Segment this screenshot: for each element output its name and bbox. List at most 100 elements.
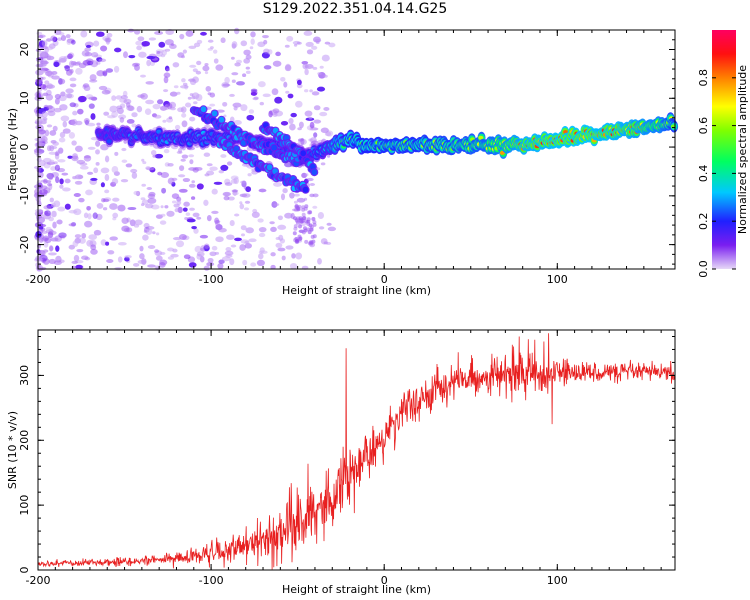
spectrogram-cell <box>172 237 182 241</box>
spectrogram-cell <box>240 40 248 47</box>
spectrogram-cell <box>100 239 107 246</box>
spectrogram-cell <box>134 64 140 71</box>
spectrogram-cell <box>182 177 191 183</box>
spectrogram-cell <box>102 70 108 76</box>
spectrogram-cell <box>192 212 200 218</box>
spectrogram-cell <box>188 167 197 171</box>
spectrogram-cell <box>192 68 198 73</box>
spectrogram-cell <box>85 189 93 196</box>
spectrogram-cell <box>46 83 53 89</box>
spectrogram-cell <box>275 242 283 248</box>
spectrogram-cell <box>112 197 120 202</box>
spectrogram-cell <box>202 65 210 72</box>
spectrogram-cell <box>290 112 297 118</box>
spectrogram-cell <box>321 54 330 62</box>
spectrogram-cell <box>117 256 123 263</box>
spectrogram-cell <box>324 131 332 137</box>
spectrogram-cell <box>136 105 143 113</box>
spectrogram-cell <box>42 235 50 241</box>
spectrogram-cell <box>181 55 185 59</box>
spectrogram-cell <box>127 105 135 112</box>
spectrogram-cell <box>311 169 318 176</box>
spectrogram-cell <box>245 186 252 193</box>
spectrogram-cell <box>245 66 250 70</box>
spectrogram-cell <box>81 233 87 239</box>
y-tick-label: 0 <box>18 567 31 574</box>
spectrogram-cell <box>213 58 219 64</box>
spectrogram-cell <box>315 41 320 44</box>
spectrogram-cell <box>312 220 317 225</box>
spectrogram-cell <box>199 247 205 251</box>
spectrogram-cell <box>301 230 306 235</box>
spectrogram-cell <box>140 203 145 207</box>
spectrogram-cell <box>154 31 164 35</box>
spectrogram-cell <box>88 96 97 101</box>
spectrogram-cell <box>114 47 122 53</box>
spectrogram-cell <box>54 93 62 100</box>
spectrogram-cell <box>47 231 54 239</box>
spectrogram-cell <box>102 207 108 211</box>
spectrogram-cell <box>70 39 76 45</box>
colorbar-tick-label: 0.4 <box>697 165 710 183</box>
spectrogram-cell <box>160 205 164 209</box>
spectrogram-cell <box>244 243 252 249</box>
spectrogram-cell <box>230 244 237 248</box>
spectrogram-cell <box>55 255 62 263</box>
spectrogram-cell <box>146 59 151 67</box>
spectrogram-cell <box>249 46 254 50</box>
colorbar-tick-label: 0.8 <box>697 69 710 87</box>
spectrogram-cell <box>258 188 267 193</box>
spectrogram-cell <box>275 51 281 57</box>
spectrogram-cell <box>95 140 101 147</box>
spectrogram-cell <box>75 264 83 270</box>
spectrogram-cell <box>287 93 294 99</box>
spectrogram-cell <box>167 247 175 252</box>
spectrogram-cell <box>207 47 213 51</box>
snr-series-line <box>38 333 675 570</box>
spectrogram-cell <box>83 85 91 92</box>
spectrogram-cell <box>240 225 247 231</box>
spectrogram-cell <box>43 205 52 210</box>
spectrogram-cell <box>49 130 57 136</box>
spectrogram-cell <box>229 220 235 227</box>
spectrogram-cell <box>270 252 276 257</box>
spectrogram-cell <box>76 61 81 65</box>
spectrogram-cell <box>171 177 178 181</box>
spectrogram-cell <box>163 76 169 84</box>
spectrogram-cell <box>95 31 105 37</box>
spectrogram-cell <box>311 45 318 50</box>
spectrogram-cell <box>231 189 239 193</box>
spectrogram-cell <box>45 226 52 232</box>
spectrogram-cell <box>243 49 251 56</box>
spectrogram-cell <box>120 95 128 100</box>
spectrogram-cell <box>125 163 133 168</box>
spectrogram-cell <box>174 208 180 213</box>
spectrogram-cell <box>204 63 209 66</box>
spectrogram-cell <box>69 102 77 108</box>
spectrogram-cell <box>87 213 92 220</box>
spectrogram-cell <box>71 140 77 146</box>
spectrogram-cell <box>204 173 210 177</box>
spectrogram-cell <box>123 51 128 59</box>
spectrogram-cell <box>121 147 127 152</box>
spectrogram-cell <box>323 107 330 111</box>
spectrogram-cell <box>71 155 79 162</box>
spectrogram-cell <box>250 31 256 38</box>
spectrogram-cell <box>93 40 100 47</box>
spectrogram-cell <box>305 173 309 177</box>
spectrogram-cell <box>193 228 199 234</box>
spectrogram-cell <box>303 197 308 201</box>
spectrogram-cell <box>206 214 212 222</box>
spectrogram-cell <box>308 116 313 120</box>
spectrogram-cell <box>69 83 77 88</box>
spectrogram-cell <box>298 216 303 221</box>
spectrogram-cell <box>224 76 230 84</box>
spectrogram-cell <box>130 168 138 173</box>
spectrogram-cell <box>207 92 212 96</box>
spectrogram-cell <box>243 58 251 64</box>
spectrogram-cell <box>194 245 202 253</box>
spectrogram-cell <box>233 106 238 111</box>
spectrogram-cell <box>307 210 312 215</box>
spectrogram-cell <box>306 177 314 182</box>
